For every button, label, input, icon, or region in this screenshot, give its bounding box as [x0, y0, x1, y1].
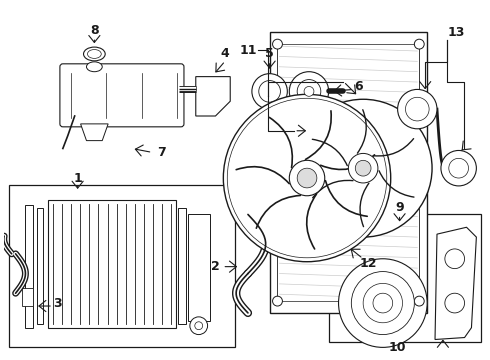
Circle shape [223, 94, 391, 262]
FancyArrowPatch shape [360, 183, 369, 227]
Circle shape [297, 80, 321, 103]
Circle shape [289, 72, 329, 111]
Circle shape [445, 249, 465, 269]
Circle shape [289, 160, 325, 196]
Ellipse shape [83, 47, 105, 61]
Circle shape [348, 153, 378, 183]
Circle shape [304, 86, 314, 96]
Circle shape [294, 99, 432, 237]
Circle shape [441, 150, 476, 186]
Polygon shape [196, 77, 230, 116]
Text: 7: 7 [157, 146, 166, 159]
Text: 12: 12 [359, 257, 377, 270]
Ellipse shape [86, 62, 102, 72]
Bar [270, 32, 427, 313]
Bar [48, 200, 176, 328]
Circle shape [449, 158, 468, 178]
Text: 13: 13 [448, 26, 466, 39]
Circle shape [339, 259, 427, 347]
Circle shape [363, 283, 402, 323]
Circle shape [297, 168, 317, 188]
FancyArrowPatch shape [313, 180, 353, 198]
Ellipse shape [88, 50, 101, 58]
FancyArrowPatch shape [320, 155, 374, 170]
Circle shape [259, 81, 280, 102]
Text: 11: 11 [239, 44, 257, 57]
FancyArrowPatch shape [357, 110, 367, 153]
FancyArrowPatch shape [325, 181, 367, 216]
Text: 10: 10 [389, 341, 406, 354]
FancyArrowPatch shape [270, 117, 293, 168]
FancyArrowPatch shape [236, 167, 289, 184]
Bar [9, 185, 235, 347]
Circle shape [272, 296, 282, 306]
Circle shape [252, 74, 287, 109]
FancyBboxPatch shape [60, 64, 184, 127]
Bar [188, 215, 210, 321]
Bar [37, 208, 43, 324]
Polygon shape [435, 227, 476, 339]
FancyArrowPatch shape [256, 195, 300, 228]
Text: 9: 9 [395, 201, 404, 214]
Text: 2: 2 [211, 260, 220, 273]
Circle shape [355, 160, 371, 176]
Bar [329, 215, 481, 342]
Circle shape [272, 39, 282, 49]
FancyArrowPatch shape [307, 194, 317, 249]
FancyArrowPatch shape [373, 139, 414, 156]
Circle shape [227, 98, 387, 258]
Circle shape [445, 293, 465, 313]
Circle shape [195, 322, 203, 330]
Circle shape [406, 97, 429, 121]
Polygon shape [80, 124, 108, 141]
Bar [178, 208, 186, 324]
FancyArrowPatch shape [379, 171, 414, 197]
Circle shape [415, 39, 424, 49]
Circle shape [415, 296, 424, 306]
Text: 3: 3 [53, 297, 62, 310]
Text: 6: 6 [354, 80, 363, 93]
FancyArrowPatch shape [312, 139, 347, 166]
FancyArrowPatch shape [306, 111, 331, 159]
Bar [25, 204, 33, 328]
Bar [22, 288, 33, 306]
Circle shape [397, 89, 437, 129]
Text: 1: 1 [73, 171, 82, 185]
Circle shape [190, 317, 208, 334]
Circle shape [373, 293, 392, 313]
Circle shape [351, 271, 415, 334]
Text: 4: 4 [221, 48, 230, 60]
Text: 5: 5 [265, 48, 274, 60]
Text: 8: 8 [90, 24, 98, 37]
